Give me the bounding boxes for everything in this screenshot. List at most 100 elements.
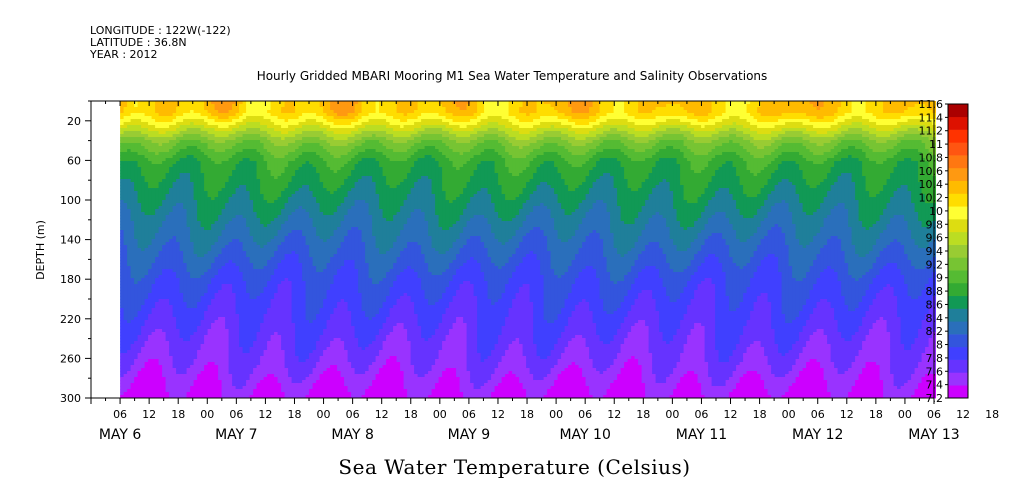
heatmap-cell bbox=[278, 200, 282, 203]
heatmap-cell bbox=[278, 353, 282, 356]
heatmap-cell bbox=[145, 149, 149, 152]
heatmap-cell bbox=[159, 365, 163, 368]
heatmap-cell bbox=[173, 386, 177, 389]
heatmap-cell bbox=[176, 359, 180, 362]
heatmap-cell bbox=[260, 386, 264, 389]
heatmap-cell bbox=[190, 149, 194, 152]
heatmap-cell bbox=[127, 371, 131, 374]
heatmap-cell bbox=[278, 203, 282, 206]
heatmap-cell bbox=[246, 305, 250, 308]
heatmap-cell bbox=[159, 239, 163, 242]
heatmap-cell bbox=[281, 230, 285, 233]
heatmap-cell bbox=[211, 191, 215, 194]
heatmap-cell bbox=[218, 188, 222, 191]
heatmap-cell bbox=[218, 287, 222, 290]
heatmap-cell bbox=[288, 389, 292, 392]
heatmap-cell bbox=[236, 107, 240, 110]
heatmap-cell bbox=[278, 233, 282, 236]
heatmap-cell bbox=[180, 152, 184, 155]
heatmap-cell bbox=[281, 113, 285, 116]
heatmap-cell bbox=[225, 122, 229, 125]
heatmap-cell bbox=[288, 110, 292, 113]
heatmap-cell bbox=[232, 110, 236, 113]
heatmap-cell bbox=[225, 362, 229, 365]
heatmap-cell bbox=[257, 332, 261, 335]
heatmap-cell bbox=[120, 233, 124, 236]
heatmap-cell bbox=[201, 233, 205, 236]
heatmap-cell bbox=[260, 200, 264, 203]
heatmap-cell bbox=[288, 296, 292, 299]
heatmap-cell bbox=[176, 197, 180, 200]
heatmap-cell bbox=[246, 185, 250, 188]
heatmap-cell bbox=[201, 149, 205, 152]
heatmap-cell bbox=[173, 185, 177, 188]
heatmap-cell bbox=[124, 263, 128, 266]
heatmap-cell bbox=[215, 119, 219, 122]
heatmap-cell bbox=[236, 185, 240, 188]
heatmap-cell bbox=[253, 332, 257, 335]
heatmap-cell bbox=[253, 251, 257, 254]
heatmap-cell bbox=[271, 392, 275, 395]
heatmap-cell bbox=[197, 194, 201, 197]
heatmap-cell bbox=[257, 356, 261, 359]
heatmap-cell bbox=[180, 104, 184, 107]
heatmap-cell bbox=[274, 320, 278, 323]
heatmap-cell bbox=[176, 134, 180, 137]
heatmap-cell bbox=[120, 149, 124, 152]
heatmap-cell bbox=[208, 173, 212, 176]
heatmap-cell bbox=[173, 272, 177, 275]
heatmap-cell bbox=[222, 185, 226, 188]
heatmap-cell bbox=[264, 368, 268, 371]
heatmap-cell bbox=[292, 359, 296, 362]
heatmap-cell bbox=[253, 296, 257, 299]
heatmap-cell bbox=[225, 314, 229, 317]
heatmap-cell bbox=[120, 374, 124, 377]
heatmap-cell bbox=[134, 185, 138, 188]
heatmap-cell bbox=[264, 350, 268, 353]
heatmap-cell bbox=[292, 380, 296, 383]
heatmap-cell bbox=[215, 383, 219, 386]
heatmap-cell bbox=[239, 206, 243, 209]
heatmap-cell bbox=[152, 320, 156, 323]
heatmap-cell bbox=[162, 266, 166, 269]
heatmap-cell bbox=[124, 281, 128, 284]
heatmap-cell bbox=[148, 368, 152, 371]
heatmap-cell bbox=[197, 119, 201, 122]
heatmap-cell bbox=[138, 368, 142, 371]
heatmap-cell bbox=[278, 158, 282, 161]
heatmap-cell bbox=[215, 266, 219, 269]
heatmap-cell bbox=[145, 164, 149, 167]
heatmap-cell bbox=[145, 269, 149, 272]
heatmap-cell bbox=[166, 392, 170, 395]
heatmap-cell bbox=[176, 122, 180, 125]
heatmap-cell bbox=[250, 125, 254, 128]
heatmap-cell bbox=[120, 371, 124, 374]
heatmap-cell bbox=[159, 344, 163, 347]
heatmap-cell bbox=[208, 335, 212, 338]
heatmap-cell bbox=[145, 350, 149, 353]
heatmap-cell bbox=[271, 170, 275, 173]
heatmap-cell bbox=[288, 299, 292, 302]
heatmap-cell bbox=[267, 350, 271, 353]
heatmap-cell bbox=[124, 317, 128, 320]
heatmap-cell bbox=[148, 275, 152, 278]
heatmap-cell bbox=[138, 236, 142, 239]
heatmap-cell bbox=[141, 359, 145, 362]
heatmap-cell bbox=[250, 236, 254, 239]
heatmap-cell bbox=[215, 155, 219, 158]
heatmap-cell bbox=[229, 311, 233, 314]
heatmap-cell bbox=[124, 143, 128, 146]
heatmap-cell bbox=[204, 245, 208, 248]
heatmap-cell bbox=[183, 143, 187, 146]
heatmap-cell bbox=[162, 224, 166, 227]
heatmap-cell bbox=[152, 107, 156, 110]
heatmap-cell bbox=[187, 344, 191, 347]
heatmap-cell bbox=[225, 188, 229, 191]
heatmap-cell bbox=[138, 233, 142, 236]
heatmap-cell bbox=[250, 206, 254, 209]
heatmap-cell bbox=[274, 287, 278, 290]
heatmap-cell bbox=[131, 392, 135, 395]
heatmap-cell bbox=[148, 167, 152, 170]
heatmap-cell bbox=[183, 221, 187, 224]
heatmap-cell bbox=[155, 305, 159, 308]
